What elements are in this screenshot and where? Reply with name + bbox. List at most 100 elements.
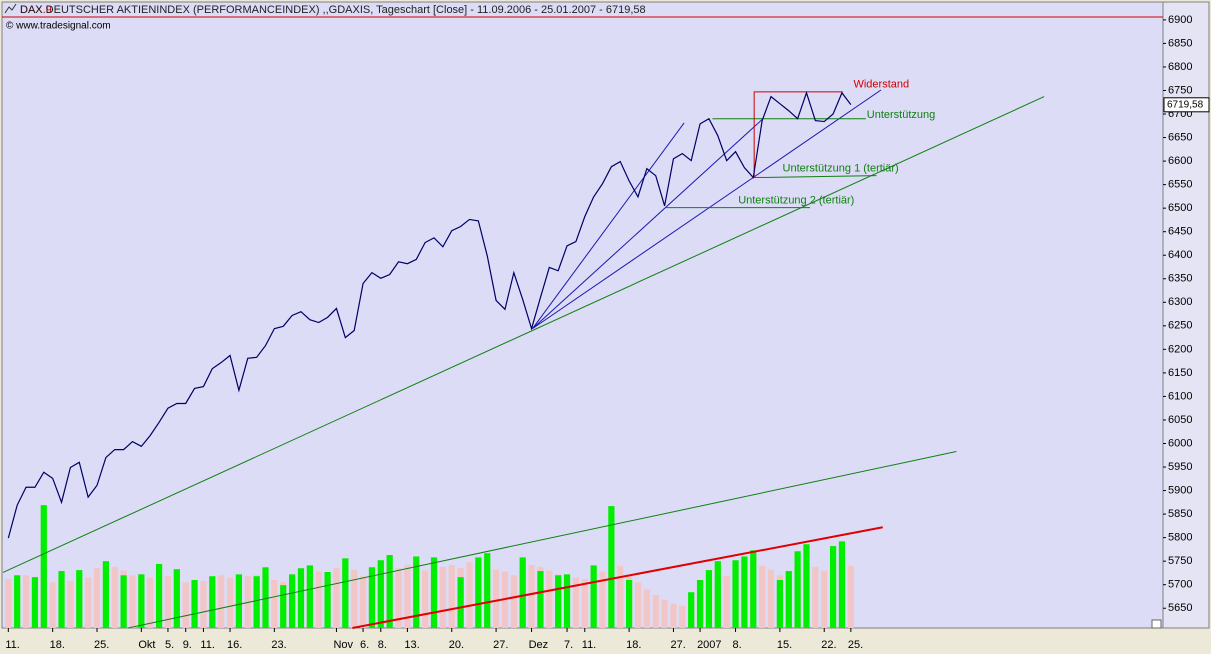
y-tick-label: 5900 xyxy=(1168,484,1192,496)
volume-bar xyxy=(519,557,526,628)
volume-bar xyxy=(120,575,127,628)
volume-bar xyxy=(829,546,837,628)
volume-bar xyxy=(581,579,588,628)
volume-bar xyxy=(342,558,349,628)
volume-bar xyxy=(315,571,322,628)
volume-bar xyxy=(803,544,810,628)
y-tick-label: 5700 xyxy=(1168,579,1192,591)
y-tick-label: 6300 xyxy=(1168,296,1192,308)
volume-bar xyxy=(200,580,207,628)
volume-bar xyxy=(164,576,172,628)
y-tick-label: 6500 xyxy=(1168,202,1192,214)
volume-bar xyxy=(333,568,340,628)
annotation: Widerstand xyxy=(853,79,909,91)
volume-bar xyxy=(555,575,562,628)
volume-bar xyxy=(812,566,819,628)
volume-bar xyxy=(430,557,438,628)
volume-bar xyxy=(466,562,473,628)
volume-bar xyxy=(696,579,704,628)
volume-bar xyxy=(359,576,367,628)
x-tick-label: 18. xyxy=(50,639,65,651)
volume-bar xyxy=(767,569,775,628)
last-price-label: 6719,58 xyxy=(1167,99,1204,110)
volume-bar xyxy=(76,570,83,628)
volume-bar xyxy=(368,567,376,628)
volume-bar xyxy=(599,571,606,628)
x-tick-label: 5. xyxy=(165,639,174,651)
volume-bar xyxy=(129,575,136,628)
y-tick-label: 5800 xyxy=(1168,532,1192,544)
y-tick-label: 6150 xyxy=(1168,367,1192,379)
volume-bar xyxy=(546,570,553,628)
y-tick-label: 6750 xyxy=(1168,84,1192,96)
symbol: DAX.9 xyxy=(20,4,52,16)
x-tick-label: 8. xyxy=(378,639,387,651)
volume-bar xyxy=(776,579,783,628)
y-tick-label: 6050 xyxy=(1168,414,1192,426)
x-tick-label: 18. xyxy=(626,639,641,651)
volume-bar xyxy=(608,506,615,628)
y-tick-label: 6600 xyxy=(1168,155,1192,167)
x-tick-label: 6. xyxy=(360,639,369,651)
x-tick-label: 15. xyxy=(777,639,792,651)
volume-bar xyxy=(741,556,748,628)
volume-bar xyxy=(563,574,571,628)
volume-bar xyxy=(5,579,12,628)
y-tick-label: 5950 xyxy=(1168,461,1192,473)
x-tick-label: 8. xyxy=(733,639,742,651)
volume-bar xyxy=(670,603,677,628)
volume-bar xyxy=(49,582,56,628)
volume-bar xyxy=(572,577,580,628)
volume-bar xyxy=(732,560,739,628)
volume-bar xyxy=(85,577,92,628)
volume-bar xyxy=(759,565,766,628)
volume-bar xyxy=(404,564,411,628)
x-tick-label: 9. xyxy=(183,639,192,651)
y-tick-label: 6800 xyxy=(1168,61,1192,73)
volume-bar xyxy=(395,568,402,628)
volume-bar xyxy=(705,570,713,628)
volume-bar xyxy=(280,585,287,628)
trend-line xyxy=(352,526,883,629)
x-tick-label: Nov xyxy=(333,639,353,651)
volume-bar xyxy=(723,576,730,628)
y-tick-label: 5650 xyxy=(1168,602,1192,614)
volume-bar xyxy=(191,579,198,628)
y-tick-label: 6250 xyxy=(1168,320,1192,332)
volume-bar xyxy=(617,565,624,628)
y-tick-label: 6850 xyxy=(1168,37,1192,49)
y-tick-label: 5850 xyxy=(1168,508,1192,520)
x-tick-label: 16. xyxy=(227,639,242,651)
corner-icon xyxy=(1151,619,1162,629)
volume-bar xyxy=(679,605,686,628)
volume-bar xyxy=(147,577,154,628)
y-tick-label: 6000 xyxy=(1168,437,1192,449)
volume-bar xyxy=(537,571,544,628)
x-tick-label: 23. xyxy=(271,639,286,651)
x-tick-label: Dez xyxy=(529,639,549,651)
volume-bar xyxy=(324,571,331,628)
volume-bar xyxy=(297,568,305,628)
x-tick-label: 11. xyxy=(582,639,596,651)
volume-bar xyxy=(847,565,854,628)
volume-bar xyxy=(22,575,30,628)
trend-line xyxy=(532,122,685,329)
x-tick-label: 25. xyxy=(848,639,863,651)
volume-bar xyxy=(271,579,278,628)
volume-bar xyxy=(484,553,491,628)
source: © www.tradesignal.com xyxy=(6,21,111,32)
volume-bar xyxy=(750,550,757,628)
volume-bar xyxy=(386,555,393,628)
volume-bar xyxy=(111,566,118,628)
price-line xyxy=(7,90,852,539)
trend-line xyxy=(753,91,843,178)
volume-bar xyxy=(351,569,358,628)
y-tick-label: 6100 xyxy=(1168,390,1192,402)
volume-bar xyxy=(209,576,216,628)
volume-bar xyxy=(838,541,846,628)
volume-bar xyxy=(475,557,482,628)
chart-title: DAX DEUTSCHER AKTIENINDEX (PERFORMANCEIN… xyxy=(20,4,646,16)
volume-bar xyxy=(262,567,269,628)
